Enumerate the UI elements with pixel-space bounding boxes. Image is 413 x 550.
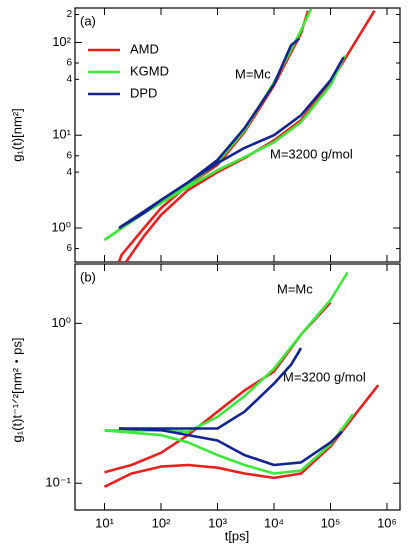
- y-tick-label: 10⁰: [51, 219, 71, 234]
- x-tick-label: 10⁵: [321, 515, 341, 530]
- y-tick-label: 4: [66, 74, 72, 85]
- panel-label: (b): [80, 269, 96, 284]
- annotation: M=3200 g/mol: [270, 146, 353, 161]
- legend-label: AMD: [130, 41, 159, 56]
- line-curve: [118, 427, 343, 467]
- y-axis-label: g₁(t)[nm²]: [9, 108, 24, 162]
- x-axis-label: t[ps]: [225, 528, 250, 543]
- line-curve: [104, 301, 332, 474]
- y-tick-label: 2: [66, 9, 72, 20]
- x-tick-label: 10²: [152, 515, 171, 530]
- annotation: M=Mc: [235, 66, 271, 81]
- y-axis-label: g₁(t)t⁻¹ᐟ²[nm²・ps]: [9, 338, 24, 443]
- line-curve: [119, 347, 303, 430]
- y-tick-label: 6: [66, 150, 72, 161]
- legend-label: DPD: [130, 85, 157, 100]
- legend-label: KGMD: [130, 63, 169, 78]
- x-tick-label: 10¹: [95, 515, 114, 530]
- panel-label: (a): [80, 13, 96, 28]
- line-curve: [124, 10, 376, 262]
- y-tick-label: 6: [66, 243, 72, 254]
- x-tick-label: 10³: [208, 515, 227, 530]
- y-tick-label: 6: [66, 58, 72, 69]
- annotation: M=3200 g/mol: [283, 369, 366, 384]
- x-tick-label: 10⁶: [377, 515, 397, 530]
- plot-frame: [74, 263, 401, 511]
- y-tick-label: 10¹: [52, 127, 71, 142]
- line-curve: [104, 413, 355, 475]
- line-curve: [118, 56, 345, 230]
- x-tick-label: 10⁴: [264, 515, 284, 530]
- y-tick-label: 10⁻¹: [45, 475, 71, 490]
- y-tick-label: 10²: [52, 34, 71, 49]
- y-tick-label: 4: [66, 167, 72, 178]
- y-tick-label: 10⁰: [51, 315, 71, 330]
- annotation: M=Mc: [277, 281, 313, 296]
